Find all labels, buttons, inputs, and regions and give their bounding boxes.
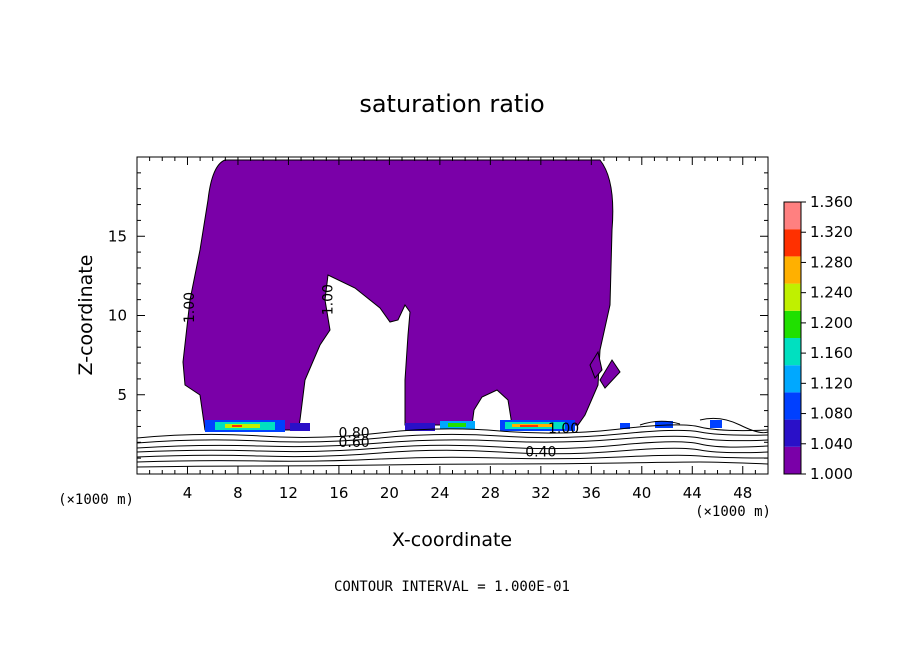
y-axis-title: Z-coordinate (75, 255, 97, 376)
colorbar-swatch (784, 256, 801, 284)
x-tick-label: 4 (183, 484, 193, 502)
colorbar-swatch (784, 392, 801, 420)
x-tick-label: 28 (481, 484, 500, 502)
supersaturation-bands (205, 420, 722, 432)
plot-area (137, 159, 768, 468)
y-axis: 5 10 15 (108, 172, 768, 459)
colorbar-swatch (784, 202, 801, 230)
contour-labels: 1.00 1.00 0.800.60 0.40 1.00 (182, 284, 579, 461)
x-tick-label: 48 (733, 484, 752, 502)
contour-label: 0.60 (338, 435, 369, 451)
x-tick-label: 24 (430, 484, 449, 502)
contour-label: 1.00 (321, 284, 337, 315)
y-unit-label: (×1000 m) (58, 492, 134, 508)
x-tick-label: 44 (683, 484, 702, 502)
colorbar-tick-label: 1.320 (810, 223, 853, 241)
x-axis-title: X-coordinate (392, 529, 512, 551)
colorbar-tick-label: 1.200 (810, 314, 853, 332)
colorbar-swatch (784, 446, 801, 474)
colorbar-tick-label: 1.000 (810, 465, 853, 483)
x-tick-label: 12 (279, 484, 298, 502)
colorbar-swatch (784, 419, 801, 447)
x-unit-label: (×1000 m) (695, 504, 771, 520)
colorbar-tick-label: 1.160 (810, 344, 853, 362)
colorbar-swatch (784, 229, 801, 257)
y-tick-label: 15 (108, 227, 127, 245)
contour-interval-note: CONTOUR INTERVAL = 1.000E-01 (334, 579, 570, 595)
colorbar-tick-label: 1.040 (810, 435, 853, 453)
colorbar-swatch (784, 310, 801, 338)
x-tick-label: 8 (233, 484, 243, 502)
cloud-fragment (589, 350, 603, 379)
cloud-region (182, 159, 614, 431)
x-tick-label: 36 (582, 484, 601, 502)
contour-label: 0.40 (525, 445, 556, 461)
contour-label: 1.00 (182, 292, 198, 323)
chart-title: saturation ratio (359, 90, 544, 118)
colorbar-tick-label: 1.240 (810, 284, 853, 302)
contour-label: 1.00 (548, 421, 579, 437)
colorbar-tick-label: 1.280 (810, 253, 853, 271)
x-tick-label: 40 (632, 484, 651, 502)
y-tick-label: 5 (117, 386, 127, 404)
colorbar-frame (783, 201, 802, 475)
y-tick-label: 10 (108, 307, 127, 325)
colorbar-tick-label: 1.120 (810, 374, 853, 392)
colorbar-swatch (784, 365, 801, 393)
x-tick-label: 20 (380, 484, 399, 502)
colorbar-tick-label: 1.080 (810, 405, 853, 423)
colorbar: 1.000 1.040 1.080 1.120 1.160 1.200 1.240 1.280… (783, 193, 853, 483)
colorbar-swatch (784, 338, 801, 366)
subsaturation-contours (137, 417, 768, 468)
colorbar-swatch (784, 283, 801, 311)
colorbar-tick-label: 1.360 (810, 193, 853, 211)
cloud-fragment (599, 359, 621, 389)
x-axis: 4 8 12 16 20 24 28 32 36 40 44 48 (149, 157, 756, 502)
x-tick-label: 32 (531, 484, 550, 502)
contour-label: 0.80 (338, 426, 369, 442)
x-tick-label: 16 (329, 484, 348, 502)
